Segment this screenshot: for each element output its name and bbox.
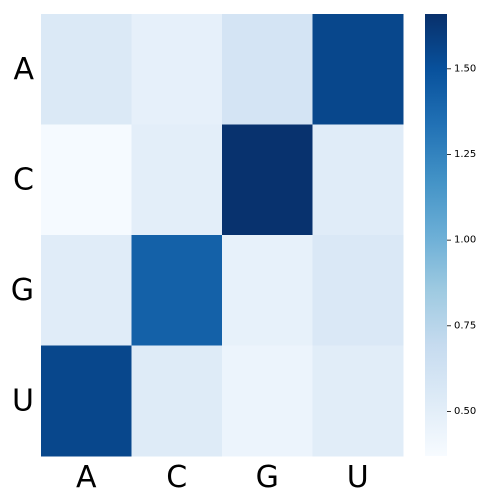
heatmap-cell-G-U <box>312 235 404 346</box>
colorbar-tick-label: 0.50 <box>454 406 476 417</box>
colorbar-gradient <box>425 14 447 456</box>
colorbar-tick-label: 0.75 <box>454 320 476 331</box>
colorbar-ticks: 0.50 0.75 1.00 1.25 1.50 <box>447 63 476 417</box>
heatmap-cell-A-G <box>222 14 313 125</box>
row-label-A: A <box>13 52 34 87</box>
row-label-C: C <box>13 162 34 197</box>
heatmap-cell-C-G <box>222 124 313 236</box>
heatmap-cell-A-C <box>131 14 223 125</box>
heatmap-cell-C-U <box>312 124 404 236</box>
colorbar-tick-label: 1.00 <box>454 235 476 246</box>
heatmap-cell-U-C <box>131 345 223 457</box>
heatmap-cell-C-A <box>41 124 132 236</box>
heatmap-cell-A-A <box>41 14 132 125</box>
row-label-U: U <box>12 383 34 418</box>
heatmap-cell-G-A <box>41 235 132 346</box>
colorbar-tick-label: 1.50 <box>454 63 476 74</box>
heatmap-cell-A-U <box>312 14 404 125</box>
heatmap-cell-G-G <box>222 235 313 346</box>
heatmap-cell-C-C <box>131 124 223 236</box>
row-labels: A C G U <box>11 52 35 419</box>
column-label-U: U <box>347 460 369 495</box>
heatmap-cell-U-G <box>222 345 313 457</box>
heatmap-cells <box>41 14 404 457</box>
column-label-C: C <box>166 460 187 495</box>
heatmap-cell-U-A <box>41 345 132 457</box>
row-label-G: G <box>11 273 34 308</box>
colorbar: 0.50 0.75 1.00 1.25 1.50 <box>425 14 476 456</box>
column-label-G: G <box>256 460 279 495</box>
heatmap-cell-U-U <box>312 345 404 457</box>
heatmap-cell-G-C <box>131 235 223 346</box>
colorbar-tick-label: 1.25 <box>454 149 476 160</box>
column-label-A: A <box>76 460 97 495</box>
